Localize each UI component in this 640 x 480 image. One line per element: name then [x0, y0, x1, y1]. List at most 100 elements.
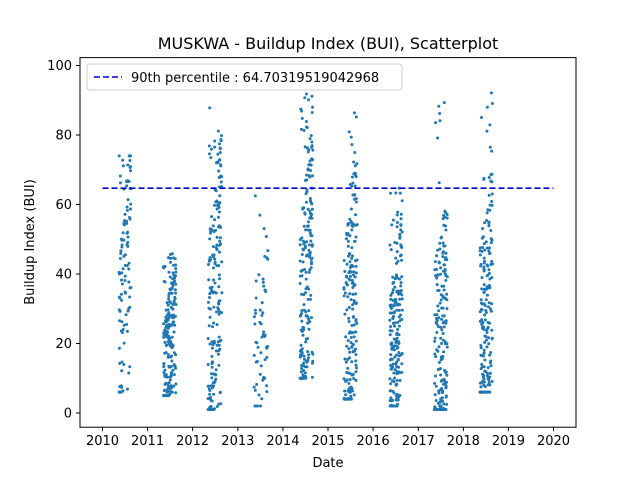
data-point — [217, 285, 221, 289]
data-point — [300, 109, 304, 113]
data-point — [437, 316, 441, 320]
data-point — [123, 212, 127, 216]
data-point — [311, 148, 315, 152]
x-tick-label: 2012 — [176, 434, 209, 449]
data-point — [443, 215, 447, 219]
data-point — [347, 254, 351, 258]
data-point — [216, 306, 220, 310]
legend-entry: 90th percentile : 64.70319519042968 — [131, 71, 379, 86]
data-point — [208, 388, 212, 392]
data-point — [344, 393, 348, 397]
data-point — [301, 260, 305, 264]
data-point — [208, 406, 212, 410]
chart-title: MUSKWA - Buildup Index (BUI), Scatterplo… — [158, 34, 499, 53]
data-point — [400, 362, 404, 366]
data-point — [343, 312, 347, 316]
data-point — [118, 319, 122, 323]
data-point — [481, 354, 485, 358]
data-point — [257, 393, 261, 397]
data-point — [208, 392, 212, 396]
data-point — [307, 317, 311, 321]
data-point — [400, 308, 404, 312]
data-point — [347, 347, 351, 351]
data-point — [433, 381, 437, 385]
data-point — [207, 324, 211, 328]
data-point — [123, 274, 127, 278]
data-point — [433, 405, 437, 409]
data-point — [263, 358, 267, 362]
data-point — [209, 231, 213, 235]
data-point — [347, 320, 351, 324]
data-point — [125, 322, 129, 326]
data-point — [216, 302, 220, 306]
data-point — [389, 363, 393, 367]
data-point — [392, 311, 396, 315]
data-point — [305, 365, 309, 369]
data-point — [480, 287, 484, 291]
data-point — [478, 246, 482, 250]
x-tick-label: 2015 — [311, 434, 344, 449]
data-point — [308, 209, 312, 213]
data-point — [300, 351, 304, 354]
data-point — [258, 308, 262, 312]
data-point — [352, 197, 356, 201]
data-point — [217, 273, 221, 277]
data-point — [445, 212, 449, 216]
data-point — [349, 264, 353, 268]
data-point — [349, 385, 353, 389]
data-point — [393, 376, 397, 380]
data-point — [168, 260, 172, 264]
data-point — [263, 376, 267, 380]
data-point — [168, 275, 172, 279]
data-point — [122, 323, 126, 327]
data-point — [255, 360, 259, 364]
data-point — [300, 312, 304, 316]
data-point — [443, 340, 447, 344]
data-point — [489, 309, 493, 313]
data-point — [345, 370, 349, 374]
data-point — [162, 389, 166, 393]
data-point — [350, 175, 354, 179]
data-point — [480, 318, 484, 322]
data-point — [439, 400, 443, 404]
data-point — [212, 253, 216, 257]
data-point — [434, 408, 438, 412]
data-point — [217, 402, 221, 406]
data-point — [128, 169, 132, 173]
data-point — [217, 349, 221, 353]
data-point — [398, 291, 402, 295]
data-point — [213, 281, 217, 285]
data-point — [126, 235, 130, 239]
data-point — [308, 320, 312, 324]
data-point — [438, 247, 442, 251]
data-point — [212, 392, 216, 396]
x-tick-label: 2016 — [357, 434, 390, 449]
data-point — [436, 401, 440, 405]
data-point — [265, 384, 269, 388]
data-point — [435, 254, 439, 258]
data-point — [440, 328, 444, 332]
data-point — [166, 353, 170, 357]
data-point — [394, 297, 398, 301]
data-point — [173, 279, 177, 283]
data-point — [164, 320, 168, 324]
data-point — [253, 322, 257, 326]
data-point — [395, 221, 399, 224]
y-tick-label: 80 — [55, 129, 72, 144]
data-point — [308, 251, 312, 255]
data-point — [118, 256, 122, 260]
data-point — [215, 264, 219, 268]
data-point — [304, 228, 308, 232]
data-point — [125, 221, 129, 225]
data-point — [486, 326, 490, 330]
data-point — [440, 378, 444, 382]
data-point — [391, 398, 395, 402]
data-point — [163, 368, 167, 372]
data-point — [252, 353, 256, 357]
data-point — [479, 264, 483, 268]
data-point — [208, 296, 212, 300]
data-point — [483, 369, 487, 373]
data-point — [306, 224, 310, 228]
data-point — [436, 304, 440, 308]
data-point — [395, 276, 399, 280]
